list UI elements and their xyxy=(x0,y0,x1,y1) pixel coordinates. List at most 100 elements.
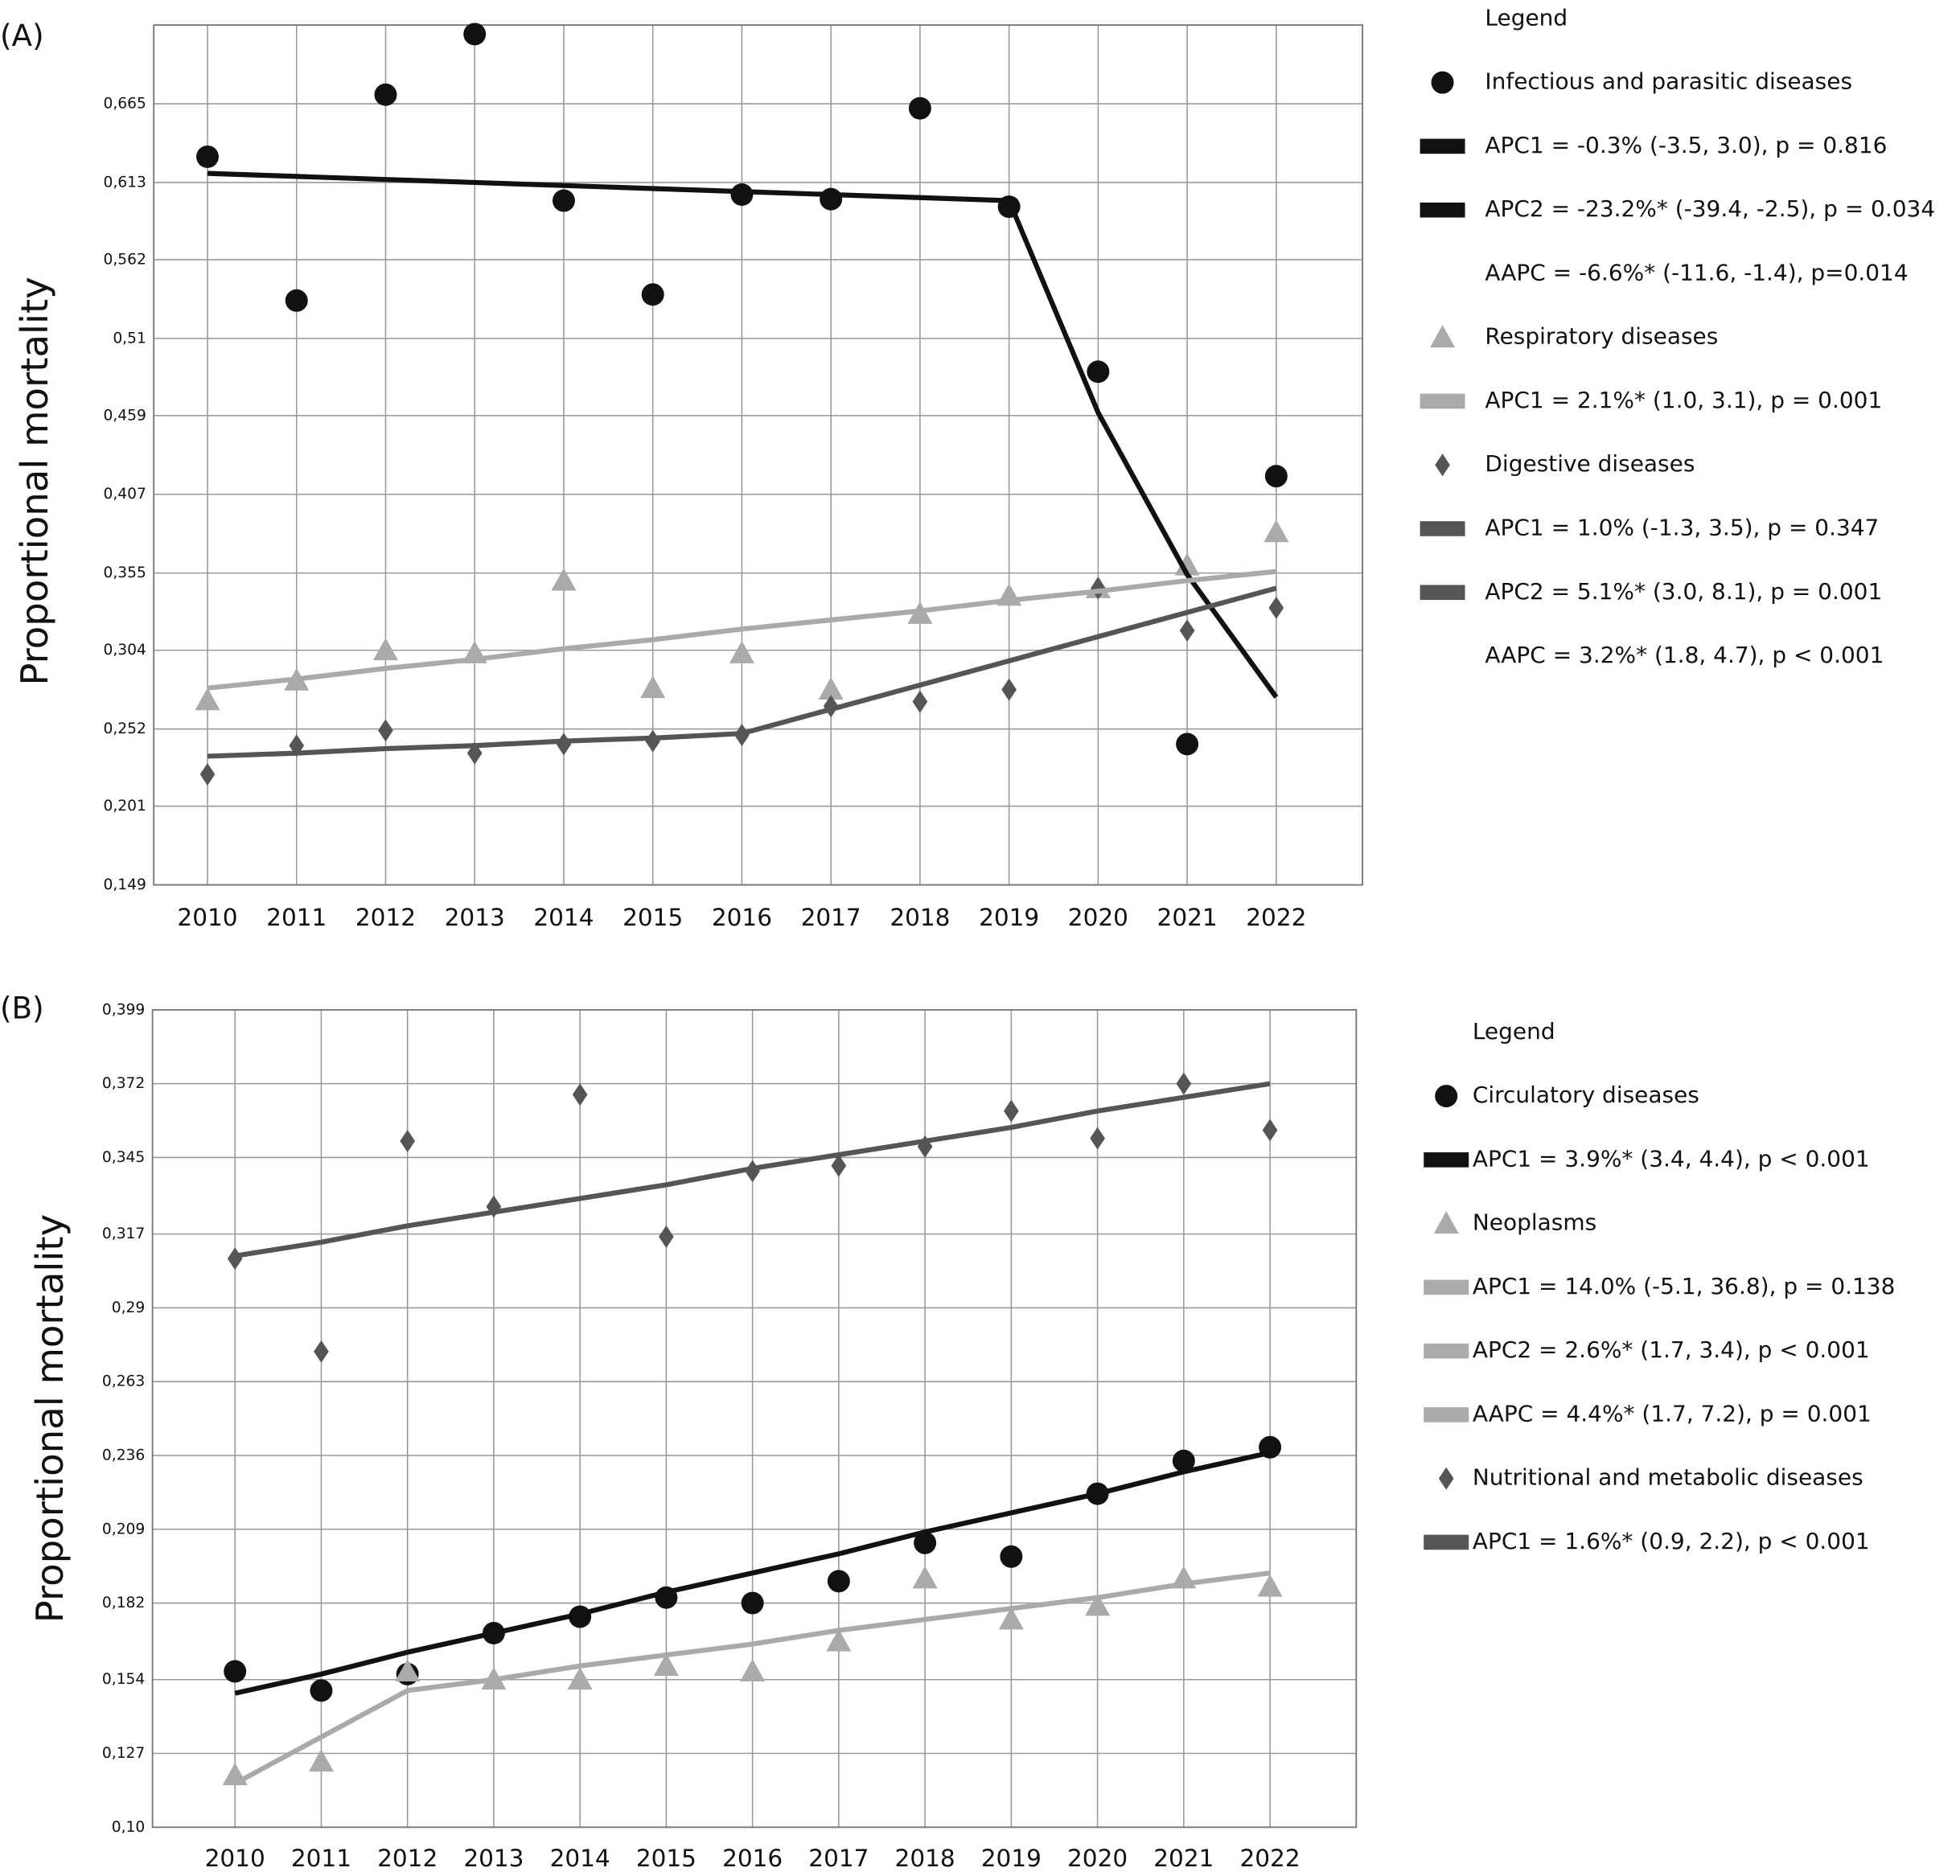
point xyxy=(912,690,928,713)
legend-label: AAPC = 4.4%* (1.7, 7.2), p = 0.001 xyxy=(1473,1400,1872,1426)
x-tick-label: 2020 xyxy=(1068,904,1128,931)
x-tick-label: 2019 xyxy=(979,904,1039,931)
legend-label: AAPC = -6.6%* (-11.6, -1.4), p=0.014 xyxy=(1485,259,1908,285)
legend-swatch xyxy=(1420,521,1465,536)
legend-label: Respiratory diseases xyxy=(1485,323,1718,350)
plot-frame xyxy=(151,1008,1358,1829)
x-tick-label: 2015 xyxy=(623,904,683,931)
y-tick-label: 0,149 xyxy=(103,876,146,893)
point xyxy=(285,289,308,312)
point xyxy=(1264,465,1288,488)
point xyxy=(998,1607,1024,1630)
point xyxy=(818,677,844,700)
x-tick-label: 2021 xyxy=(1153,1845,1214,1872)
point xyxy=(730,183,754,206)
legend-label: Circulatory diseases xyxy=(1473,1082,1699,1108)
fit-line xyxy=(234,1081,1271,1258)
legend-label: APC1 = 1.6%* (0.9, 2.2), p < 0.001 xyxy=(1473,1528,1870,1554)
x-tick-label: 2018 xyxy=(890,904,950,931)
point xyxy=(827,1570,850,1593)
x-tick-label: 2011 xyxy=(291,1845,351,1872)
legend-swatch xyxy=(1424,1279,1469,1295)
y-tick-label: 0,459 xyxy=(103,407,146,424)
legend-swatch xyxy=(1420,138,1465,154)
point xyxy=(640,675,666,699)
fit-line xyxy=(207,170,1279,699)
legend-label: Neoplasms xyxy=(1473,1209,1596,1236)
point xyxy=(556,733,572,756)
x-tick-label: 2013 xyxy=(463,1845,524,1872)
plot-frame xyxy=(153,24,1364,886)
point xyxy=(641,283,664,306)
legend-title: Legend xyxy=(1485,4,1568,31)
point xyxy=(1264,519,1289,543)
legend-swatch xyxy=(1420,202,1465,218)
point xyxy=(1257,1574,1283,1597)
point xyxy=(552,189,575,212)
point xyxy=(314,1340,329,1363)
point xyxy=(1262,1119,1278,1142)
y-tick-label: 0,304 xyxy=(103,642,146,659)
point xyxy=(1176,733,1199,756)
legend-marker xyxy=(1435,454,1450,477)
fit-line xyxy=(234,1450,1271,1696)
legend-label: APC2 = 2.6%* (1.7, 3.4), p < 0.001 xyxy=(1473,1336,1870,1363)
y-tick-label: 0,613 xyxy=(103,174,146,191)
point xyxy=(912,1566,938,1589)
legend-label: APC2 = 5.1%* (3.0, 8.1), p = 0.001 xyxy=(1485,578,1882,605)
y-tick-label: 0,209 xyxy=(102,1521,145,1537)
y-tick-label: 0,263 xyxy=(102,1373,145,1390)
point xyxy=(463,23,487,46)
x-tick-label: 2019 xyxy=(981,1845,1042,1872)
point xyxy=(653,1653,679,1677)
x-tick-label: 2021 xyxy=(1157,904,1218,931)
x-tick-label: 2015 xyxy=(636,1845,696,1872)
y-tick-label: 0,345 xyxy=(102,1149,145,1166)
y-tick-label: 0,236 xyxy=(102,1447,145,1463)
x-tick-label: 2011 xyxy=(266,904,327,931)
x-tick-label: 2017 xyxy=(808,1845,869,1872)
legend-marker xyxy=(1431,71,1454,94)
point xyxy=(372,638,399,661)
y-tick-label: 0,407 xyxy=(103,486,146,503)
point xyxy=(826,1628,852,1652)
legend-swatch xyxy=(1424,1343,1469,1359)
legend-swatch xyxy=(1420,393,1465,409)
x-tick-label: 2012 xyxy=(377,1845,438,1872)
y-tick-label: 0,182 xyxy=(102,1595,145,1611)
point xyxy=(820,187,843,211)
x-tick-label: 2022 xyxy=(1246,904,1306,931)
legend-marker xyxy=(1433,1211,1459,1234)
point xyxy=(908,96,931,120)
y-tick-label: 0,127 xyxy=(102,1745,145,1762)
point xyxy=(645,729,661,753)
point xyxy=(308,1749,334,1772)
point xyxy=(1174,552,1200,576)
y-tick-label: 0,201 xyxy=(103,798,146,815)
y-tick-label: 0,10 xyxy=(112,1819,146,1836)
y-tick-label: 0,355 xyxy=(103,564,146,581)
x-tick-label: 2010 xyxy=(177,904,237,931)
panel-label: (A) xyxy=(0,18,44,53)
y-tick-label: 0,252 xyxy=(103,720,146,737)
y-tick-label: 0,154 xyxy=(102,1671,145,1688)
legend-label: APC1 = 3.9%* (3.4, 4.4), p < 0.001 xyxy=(1473,1145,1870,1172)
point xyxy=(1179,619,1195,642)
point xyxy=(659,1225,674,1249)
point xyxy=(551,568,577,591)
point xyxy=(1004,1099,1019,1123)
legend-swatch xyxy=(1424,1407,1469,1422)
y-tick-label: 0,372 xyxy=(102,1075,145,1092)
x-tick-label: 2016 xyxy=(722,1845,783,1872)
y-tick-label: 0,399 xyxy=(102,1001,145,1018)
point xyxy=(195,688,220,711)
point xyxy=(400,1130,415,1153)
x-tick-label: 2020 xyxy=(1067,1845,1128,1872)
legend-label: Infectious and parasitic diseases xyxy=(1485,68,1852,95)
fit-line xyxy=(233,1570,1271,1786)
legend-label: APC1 = 2.1%* (1.0, 3.1), p = 0.001 xyxy=(1485,387,1882,413)
point xyxy=(914,1531,937,1554)
y-axis-label: Proportional mortality xyxy=(28,1214,72,1624)
point xyxy=(224,1660,247,1683)
